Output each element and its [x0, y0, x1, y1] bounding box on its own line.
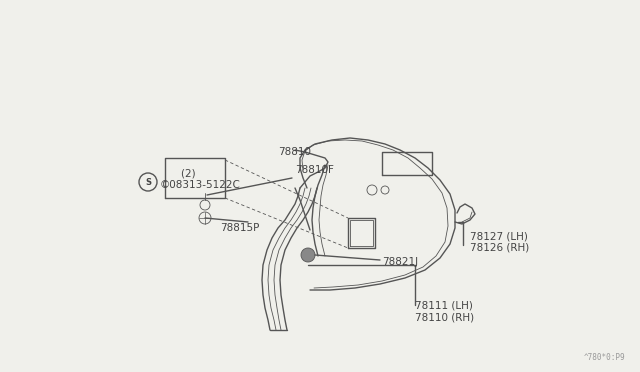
Text: 78821J: 78821J	[382, 257, 418, 267]
Text: 78127 (LH): 78127 (LH)	[470, 231, 528, 241]
Text: 78110 (RH): 78110 (RH)	[415, 313, 474, 323]
Text: (2): (2)	[168, 168, 196, 178]
Circle shape	[301, 248, 315, 262]
Text: 78111 (LH): 78111 (LH)	[415, 301, 473, 311]
Text: 78810F: 78810F	[295, 165, 334, 175]
Text: ©08313-5122C: ©08313-5122C	[160, 180, 241, 190]
Text: 78815P: 78815P	[220, 223, 259, 233]
Text: 78810: 78810	[278, 147, 311, 157]
Text: 78126 (RH): 78126 (RH)	[470, 243, 529, 253]
Text: S: S	[145, 177, 151, 186]
Text: ^780*0:P9: ^780*0:P9	[584, 353, 625, 362]
